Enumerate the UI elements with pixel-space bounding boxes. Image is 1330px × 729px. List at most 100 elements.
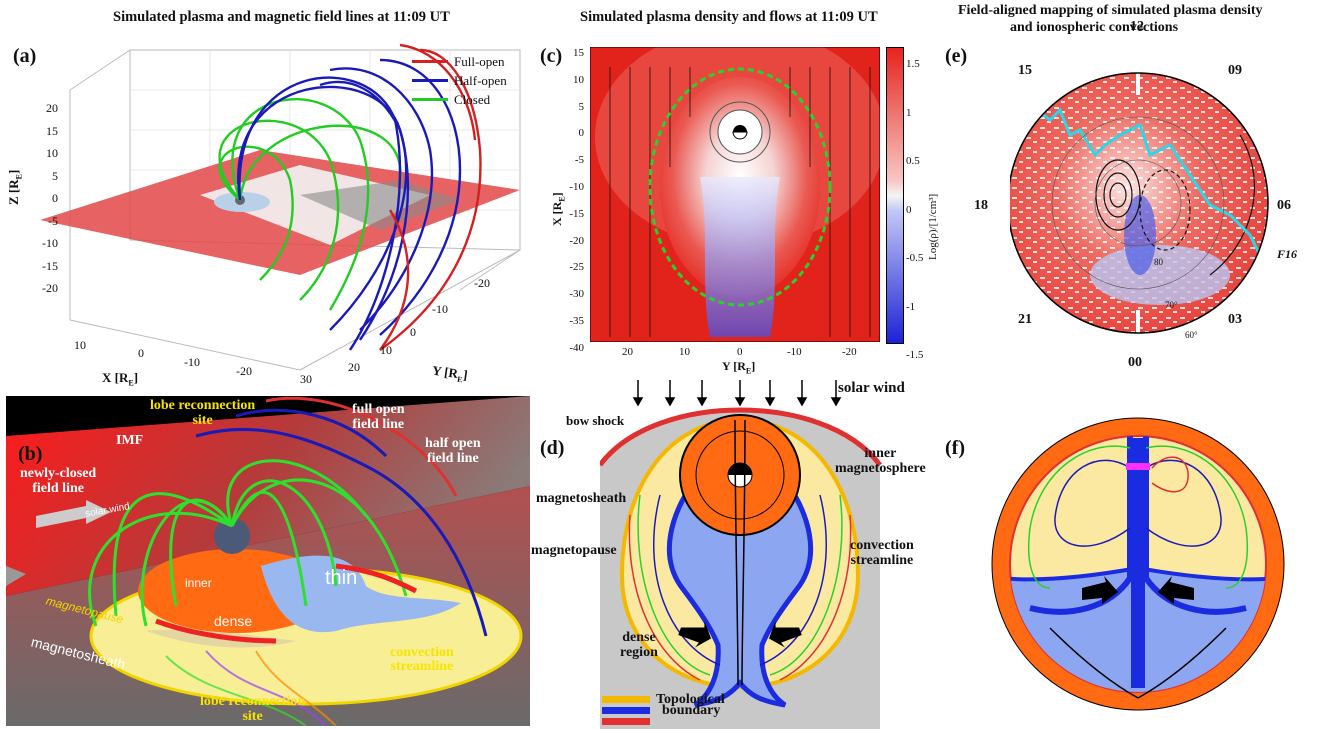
b-half-open-label: half open field line: [425, 436, 481, 466]
mlt-09: 09: [1228, 63, 1242, 78]
text: lobe reconnection: [200, 694, 306, 709]
d-dense-label: dense region: [620, 630, 658, 660]
panel-c-y-ticks: 15 10 5 0 -5 -10 -15 -20 -25 -30 -35 -40: [556, 40, 584, 362]
y-tick: -30: [569, 288, 584, 301]
legend-label: Half-open: [454, 72, 507, 88]
z-tick: -10: [42, 236, 58, 250]
sat-label: F16: [1277, 247, 1298, 261]
panel-c-colorbar-label: Log(ρ)/[1/cm³]: [927, 193, 939, 260]
legend-item-full-open: Full-open: [412, 52, 507, 71]
panel-c-colorbar-ticks: 1.5 1 0.5 0 -0.5 -1 -1.5: [906, 40, 923, 380]
legend-label: Closed: [454, 91, 491, 107]
text: magnetosphere: [835, 461, 926, 476]
panel-a-z-ticks: 20 15 10 5 0 -5 -10 -15 -20: [36, 97, 58, 300]
text: full open: [352, 402, 405, 417]
legend-item: [602, 716, 752, 727]
legend-swatch: [602, 707, 650, 714]
panel-c-y-label: X [RE]: [550, 192, 567, 226]
panel-c-letter: (c): [540, 45, 563, 67]
cb-tick: -1.5: [906, 349, 924, 361]
b-imf-label: IMF: [116, 433, 144, 448]
x-tick: -10: [184, 355, 200, 369]
legend-swatch: [412, 98, 448, 101]
mlt-00: 00: [1128, 355, 1142, 370]
y-tick: -15: [569, 207, 584, 220]
y-tick: 10: [573, 73, 584, 86]
legend-item-half-open: Half-open: [412, 71, 507, 90]
panel-a-figure: [40, 43, 521, 371]
d-solar-wind-label: solar wind: [838, 380, 905, 396]
y-tick: -10: [432, 302, 448, 316]
y-tick: 10: [380, 343, 392, 357]
y-tick: -20: [474, 276, 490, 290]
z-tick: -15: [42, 258, 58, 273]
d-inner-label: inner magnetosphere: [835, 446, 926, 476]
mlt-18: 18: [974, 198, 988, 213]
y-tick: 5: [578, 100, 585, 113]
b-newly-closed-label: newly-closed field line: [20, 466, 96, 496]
y-tick: 0: [578, 127, 585, 140]
text: site: [242, 709, 263, 724]
text: region: [620, 645, 658, 660]
panel-b-figure: [6, 396, 530, 726]
x-tick: 0: [737, 346, 743, 358]
text: field line: [352, 417, 405, 432]
d-bow-shock-label: bow shock: [566, 413, 625, 428]
panel-d-diagram: [600, 380, 882, 729]
text: convection: [390, 645, 454, 660]
x-tick: 30: [300, 372, 312, 386]
cb-tick: -1: [906, 300, 916, 313]
y-tick: -40: [569, 341, 584, 354]
b-thin-label: thin: [325, 567, 358, 589]
cb-tick: 0: [906, 203, 912, 216]
panel-e-title-line2: and ionospheric convections: [1010, 20, 1179, 35]
cb-tick: 1.5: [906, 58, 920, 70]
x-tick: 10: [74, 338, 86, 352]
b-full-open-label: full open field line: [352, 402, 405, 432]
text: half open: [425, 436, 481, 451]
panel-c-colorbar: [886, 47, 904, 344]
panel-a-letter: (a): [13, 45, 37, 67]
y-tick: -25: [569, 261, 584, 274]
x-tick: 0: [138, 346, 144, 360]
z-tick: 0: [52, 191, 58, 205]
d-magnetosheath-label: magnetosheath: [536, 491, 627, 506]
text: field line: [32, 481, 84, 496]
x-tick: 10: [679, 346, 690, 358]
panel-e-title-line1: Field-aligned mapping of simulated plasm…: [958, 3, 1263, 18]
lat-80: 80: [1154, 257, 1163, 267]
legend-item: Topological: [602, 692, 752, 707]
lat-60: 60°: [1185, 330, 1198, 340]
b-inner-label: inner: [185, 576, 212, 590]
panel-b-letter: (b): [18, 443, 43, 465]
text: newly-closed: [20, 466, 97, 481]
x-tick: -20: [236, 364, 252, 378]
y-tick: 0: [410, 325, 416, 339]
legend-swatch: [602, 696, 650, 703]
panel-a-legend: Full-open Half-open Closed: [412, 52, 507, 109]
legend-item: boundary: [602, 702, 752, 718]
panel-a-title: Simulated plasma and magnetic field line…: [113, 9, 450, 25]
y-tick: -10: [569, 180, 584, 193]
y-tick: -35: [569, 314, 584, 327]
text: streamline: [850, 553, 914, 568]
legend-label: boundary: [662, 702, 721, 718]
text: site: [192, 413, 213, 428]
panel-c-title: Simulated plasma density and flows at 11…: [580, 9, 878, 25]
panel-c-x-label: Y [RE]: [722, 359, 756, 376]
legend-label: Full-open: [454, 53, 505, 69]
panel-e-letter: (e): [945, 45, 968, 67]
legend-swatch: [412, 79, 448, 82]
z-tick: 10: [46, 146, 58, 160]
y-tick: -5: [574, 154, 584, 167]
lat-70: 70°: [1165, 300, 1178, 310]
panel-c-plot: [590, 47, 880, 342]
x-tick: -10: [787, 346, 802, 358]
mlt-21: 21: [1018, 312, 1032, 327]
mlt-06: 06: [1277, 198, 1291, 213]
text: inner: [864, 446, 897, 461]
mlt-03: 03: [1228, 312, 1242, 327]
cb-tick: 0.5: [906, 155, 920, 167]
text: lobe reconnection: [150, 398, 256, 413]
legend-item-closed: Closed: [412, 90, 507, 109]
